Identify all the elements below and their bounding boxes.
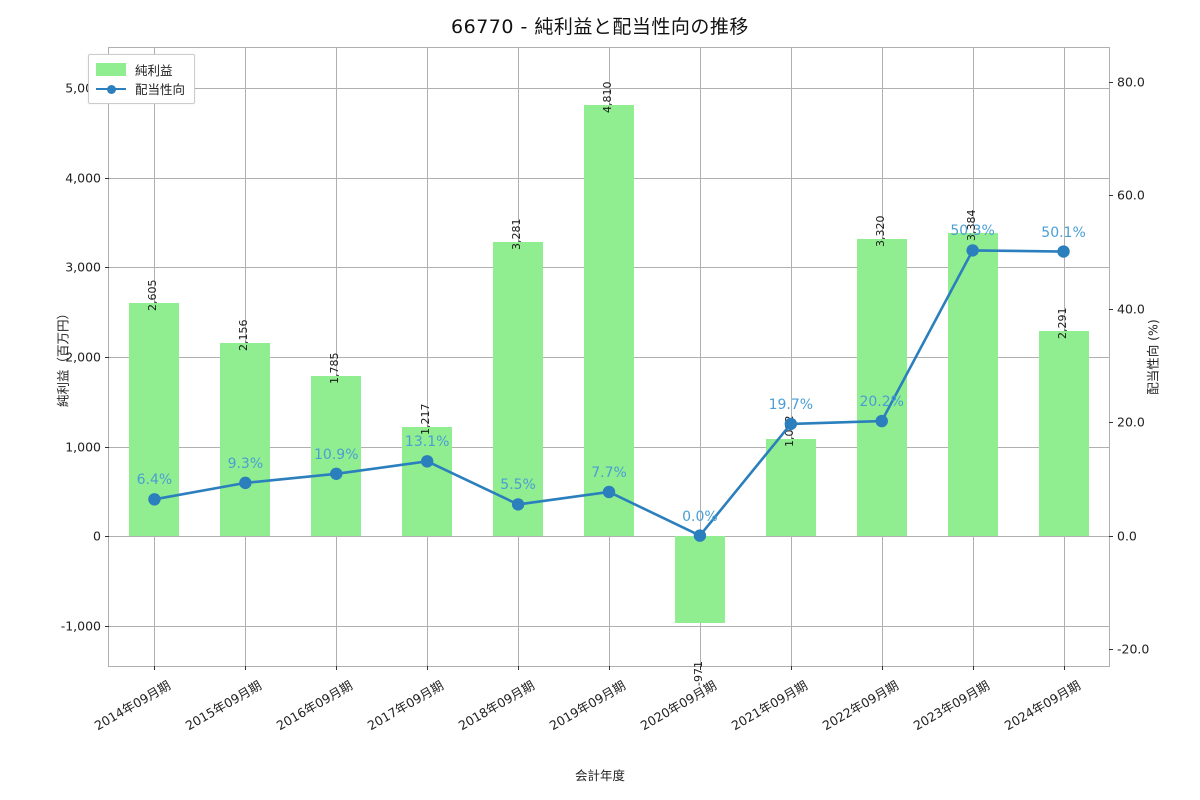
gridline-vertical bbox=[336, 48, 338, 666]
line-marker bbox=[420, 455, 434, 468]
payout-ratio-value-label: 5.5% bbox=[500, 477, 536, 494]
y-axis-left-tick-label: 2,000 bbox=[65, 349, 101, 365]
line-marker bbox=[239, 476, 252, 490]
y-axis-left-tick-label: 4,000 bbox=[65, 170, 101, 186]
payout-ratio-value-label: 7.7% bbox=[591, 464, 627, 481]
plot-area: -1,000 0 1,000 2,000 3,000 4,000 5,000 -20.0 0.… bbox=[61, 47, 1149, 733]
y-axis-right-tick-label: 80.0 bbox=[1117, 74, 1145, 90]
gridline-vertical bbox=[699, 48, 701, 666]
line-marker bbox=[784, 417, 798, 431]
bar bbox=[765, 439, 816, 537]
y-axis-right-tick-label: 40.0 bbox=[1117, 301, 1145, 317]
x-axis-tick-mark bbox=[336, 666, 338, 670]
payout-ratio-value-label: 19.7% bbox=[768, 396, 814, 413]
bar bbox=[674, 536, 725, 624]
x-axis-tick-mark bbox=[245, 666, 247, 670]
x-axis-tick-label: 2016年09月期 bbox=[273, 677, 356, 734]
line-marker bbox=[693, 529, 707, 542]
x-axis-tick-mark bbox=[881, 666, 883, 670]
y-axis-left-tick-label: 3,000 bbox=[65, 259, 101, 275]
bar bbox=[402, 427, 453, 537]
line-marker bbox=[330, 467, 343, 480]
x-axis-tick-label: 2015年09月期 bbox=[183, 677, 265, 734]
line-marker bbox=[602, 485, 616, 499]
chart-title: 66770 - 純利益と配当性向の推移 bbox=[451, 16, 749, 38]
y-axis-left-tick-mark bbox=[105, 625, 109, 627]
x-axis-tick-label: 2021年09月期 bbox=[728, 677, 810, 734]
y-axis-right-title: 配当性向 (%) bbox=[1145, 319, 1161, 395]
y-axis-right-tick-mark bbox=[1109, 82, 1113, 84]
y-axis-right-tick-mark bbox=[1109, 195, 1113, 197]
y-axis-left-tick-mark bbox=[105, 177, 109, 179]
payout-ratio-value-label: 50.3% bbox=[950, 223, 995, 240]
x-axis-tick-mark bbox=[1063, 666, 1065, 670]
y-axis-left-tick-mark bbox=[105, 267, 109, 269]
gridline-vertical bbox=[790, 48, 792, 666]
y-axis-right-tick-label: -20.0 bbox=[1117, 641, 1150, 657]
line-marker bbox=[875, 414, 888, 428]
line-marker bbox=[966, 244, 979, 257]
legend-item-payout-ratio[interactable]: 配当性向 bbox=[96, 79, 185, 98]
legend-item-net-income[interactable]: 純利益 bbox=[96, 60, 185, 79]
y-axis-right-tick-label: 20.0 bbox=[1117, 414, 1145, 430]
payout-ratio-value-label: 0.0% bbox=[682, 508, 718, 525]
legend-line-marker-icon bbox=[96, 82, 126, 95]
bar bbox=[311, 376, 362, 537]
gridline-vertical bbox=[427, 48, 429, 666]
x-axis-tick-label: 2022年09月期 bbox=[819, 677, 901, 734]
x-axis-tick-mark bbox=[699, 666, 701, 670]
y-axis-left-tick-mark bbox=[105, 357, 109, 358]
x-axis-tick-label: 2019年09月期 bbox=[546, 677, 628, 734]
legend-swatch-icon bbox=[96, 63, 126, 76]
line-series bbox=[148, 244, 1070, 542]
payout-ratio-value-label: 50.1% bbox=[1041, 224, 1086, 241]
bar bbox=[584, 105, 634, 537]
y-axis-right-tick-mark bbox=[1109, 648, 1113, 650]
x-axis-tick-mark bbox=[609, 666, 610, 670]
chart-legend[interactable]: 純利益 配当性向 bbox=[88, 54, 196, 104]
x-axis-title: 会計年度 bbox=[574, 768, 625, 783]
payout-ratio-value-label: 10.9% bbox=[314, 446, 359, 463]
x-axis-tick-label: 2014年09月期 bbox=[92, 677, 174, 734]
bar bbox=[493, 242, 544, 537]
payout-ratio-value-label: 6.4% bbox=[136, 472, 173, 489]
x-axis-tick-mark bbox=[790, 666, 792, 670]
legend-label-payout-ratio: 配当性向 bbox=[135, 82, 186, 97]
payout-ratio-markers bbox=[148, 244, 1070, 542]
y-axis-left-tick-label: -1,000 bbox=[60, 618, 101, 634]
y-axis-left-tick-label: 1,000 bbox=[65, 439, 101, 455]
line-marker bbox=[148, 493, 161, 506]
y-axis-right-tick-mark bbox=[1109, 422, 1113, 424]
y-axis-right-tick-mark bbox=[1109, 535, 1113, 537]
line-marker bbox=[1057, 245, 1070, 258]
x-axis-tick-label: 2017年09月期 bbox=[364, 677, 447, 734]
x-axis-tick-label: 2024年09月期 bbox=[1001, 677, 1083, 734]
y-axis-right-tick-label: 0.0 bbox=[1117, 528, 1137, 544]
bar bbox=[1038, 330, 1089, 537]
bar bbox=[220, 343, 271, 537]
y-axis-right-tick-label: 60.0 bbox=[1117, 187, 1145, 203]
y-axis-left-tick-mark bbox=[105, 446, 109, 448]
payout-ratio-value-label: 13.1% bbox=[404, 434, 450, 451]
x-axis-tick-mark bbox=[427, 666, 429, 670]
line-marker bbox=[511, 498, 525, 511]
y-axis-right-tick-mark bbox=[1109, 308, 1113, 310]
x-axis-tick-label: 2023年09月期 bbox=[910, 677, 992, 734]
payout-ratio-value-label: 9.3% bbox=[227, 455, 264, 472]
y-axis-left-tick-label: 0 bbox=[93, 528, 101, 544]
payout-ratio-value-label: 20.2% bbox=[859, 394, 904, 411]
x-axis-tick-label: 2018年09月期 bbox=[455, 677, 538, 734]
legend-label-net-income: 純利益 bbox=[135, 63, 173, 78]
x-axis-tick-label: 2020年09月期 bbox=[637, 677, 719, 734]
x-axis-tick-mark bbox=[972, 666, 974, 670]
x-axis-tick-mark bbox=[518, 666, 520, 670]
y-axis-left-tick-mark bbox=[105, 536, 109, 538]
x-axis-tick-mark bbox=[154, 666, 156, 670]
